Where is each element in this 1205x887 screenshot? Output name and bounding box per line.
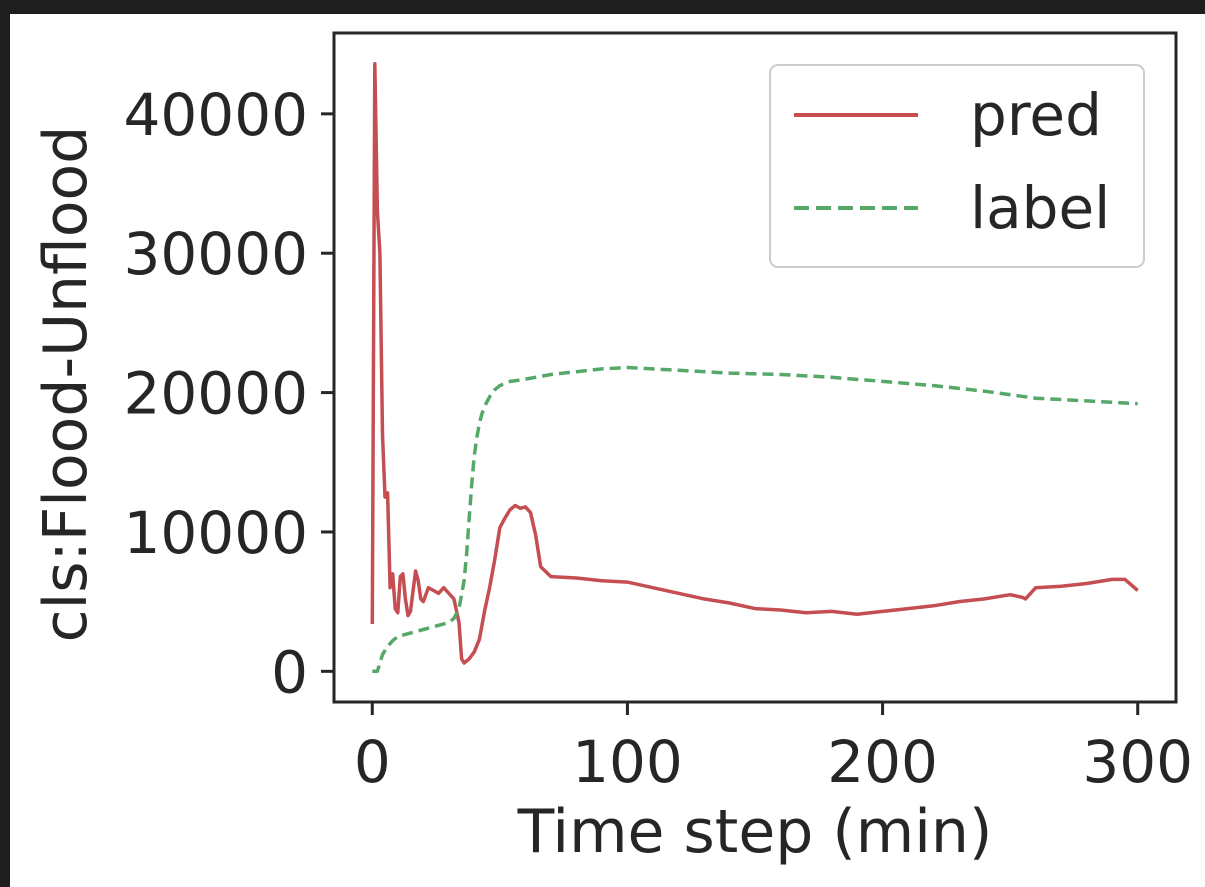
- x-tick-label: 300: [1082, 728, 1193, 796]
- y-tick-label: 40000: [123, 81, 308, 149]
- x-tick-label: 100: [572, 728, 683, 796]
- x-tick-label: 0: [354, 728, 391, 796]
- y-axis-ticks: 0 10000 20000 30000 40000: [123, 81, 334, 706]
- x-axis-ticks: 0 100 200 300: [354, 702, 1193, 796]
- x-axis-label: Time step (min): [517, 797, 993, 867]
- x-tick-label: 200: [827, 728, 938, 796]
- y-tick-label: 20000: [123, 360, 308, 428]
- series-line-pred: [370, 61, 1139, 665]
- line-chart: 0 100 200 300 0 10000 20000 30000 40000 Time st…: [31, 31, 1193, 867]
- legend-pred-label: pred: [970, 81, 1102, 149]
- y-axis-label: cls:Flood-Unflood: [31, 126, 101, 643]
- series-layer: [370, 61, 1139, 674]
- legend: pred label: [769, 64, 1145, 268]
- legend-label-label: label: [970, 174, 1110, 242]
- series-line-label: [372, 365, 1138, 674]
- y-tick-label: 10000: [123, 499, 308, 567]
- y-tick-label: 0: [271, 638, 308, 706]
- chart-figure: 0 100 200 300 0 10000 20000 30000 40000 Time st…: [10, 14, 1205, 887]
- plot-frame: [332, 31, 1178, 704]
- y-tick-label: 30000: [123, 220, 308, 288]
